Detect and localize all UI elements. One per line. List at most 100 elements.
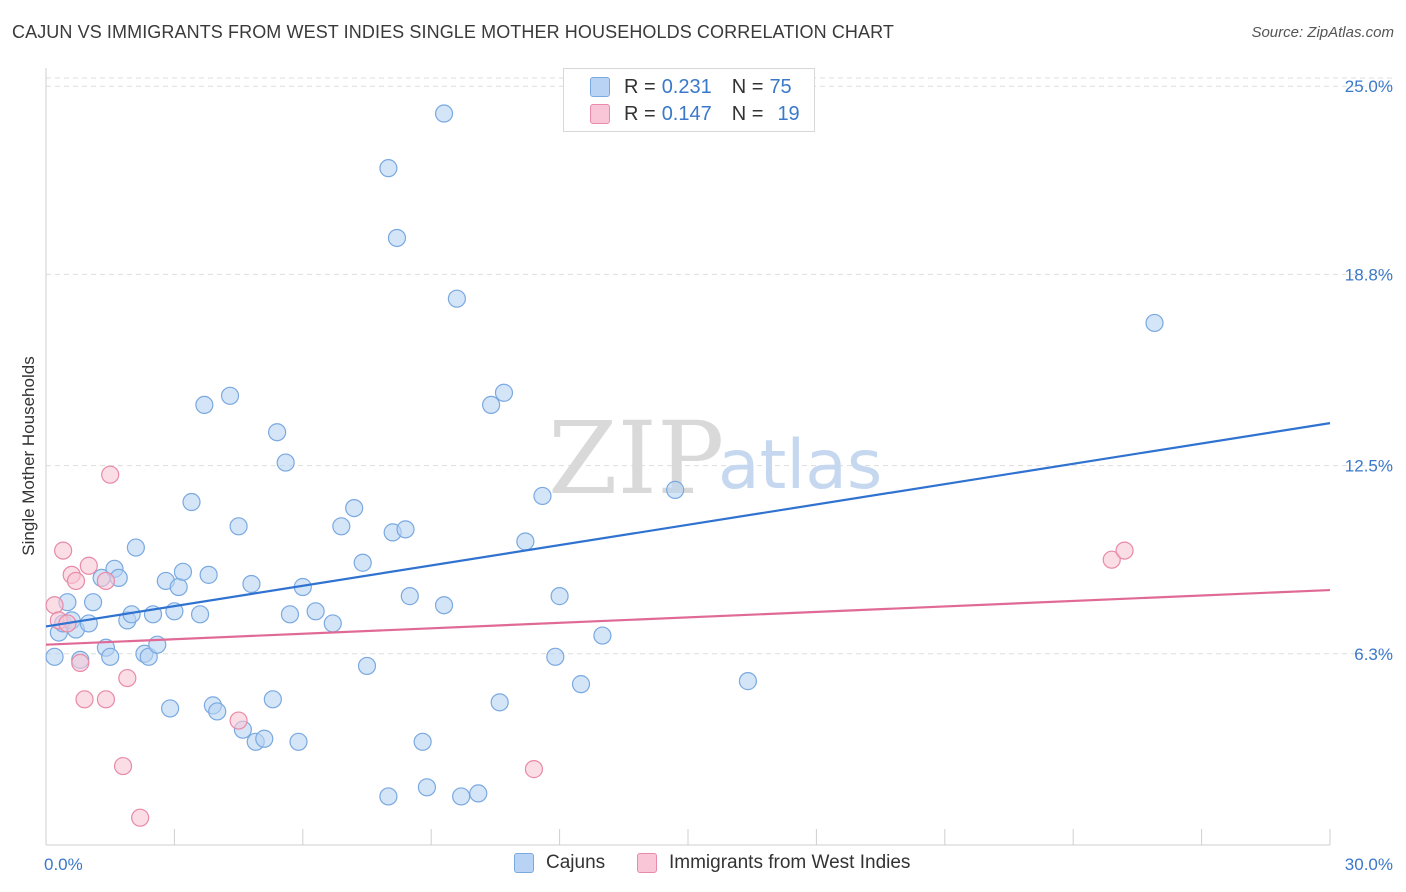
y-axis-label: Single Mother Households xyxy=(19,356,38,555)
cajun-point[interactable] xyxy=(229,517,248,536)
cajun-point[interactable] xyxy=(190,605,210,624)
legend-r-label: R = xyxy=(624,102,656,125)
cajun-point[interactable] xyxy=(396,520,415,539)
trend-lines xyxy=(45,422,1331,646)
legend-item-cajuns[interactable]: Cajuns xyxy=(514,852,605,874)
cajun-point[interactable] xyxy=(161,699,180,718)
x-tick-label-max: 30.0% xyxy=(1345,855,1393,874)
cajun-trend-line xyxy=(45,422,1331,628)
cajun-point[interactable] xyxy=(276,453,295,472)
cajun-point[interactable] xyxy=(434,104,454,123)
legend-r-value: 0.147 xyxy=(661,102,712,125)
cajun-swatch xyxy=(590,77,610,97)
cajun-point[interactable] xyxy=(357,656,377,676)
cajun-point[interactable] xyxy=(571,675,591,694)
cajun-point[interactable] xyxy=(593,626,612,645)
west-indies-point[interactable] xyxy=(54,541,73,560)
legend-n-value: 75 xyxy=(769,75,792,98)
cajun-point[interactable] xyxy=(550,587,569,606)
cajun-point[interactable] xyxy=(353,553,372,572)
west-indies-point[interactable] xyxy=(1115,541,1134,560)
cajun-point[interactable] xyxy=(387,228,407,248)
cajun-point[interactable] xyxy=(242,574,261,594)
west-indies-legend-label: Immigrants from West Indies xyxy=(669,852,911,873)
west-indies-point[interactable] xyxy=(79,556,98,575)
cajun-point[interactable] xyxy=(220,386,240,405)
cajun-point[interactable] xyxy=(83,593,103,612)
legend-row-west-indies: R = 0.147 N = 19 xyxy=(564,101,800,127)
y-tick-labels: 6.3% 12.5% 18.8% 25.0% xyxy=(1345,77,1393,664)
cajun-point[interactable] xyxy=(400,587,419,606)
cajun-point[interactable] xyxy=(268,423,287,442)
west-indies-point[interactable] xyxy=(75,690,94,709)
west-indies-point[interactable] xyxy=(1102,550,1121,569)
cajun-point[interactable] xyxy=(280,605,300,624)
cajun-point[interactable] xyxy=(199,565,218,584)
y-tick-label: 6.3% xyxy=(1354,645,1393,664)
cajun-point[interactable] xyxy=(126,538,145,557)
legend-n-label: N = xyxy=(731,75,764,98)
west-indies-point[interactable] xyxy=(96,690,116,709)
cajun-point[interactable] xyxy=(332,517,351,536)
cajun-point[interactable] xyxy=(289,732,308,751)
cajun-point[interactable] xyxy=(306,602,325,621)
cajun-point[interactable] xyxy=(482,395,501,415)
legend-item-west-indies[interactable]: Immigrants from West Indies xyxy=(637,852,910,874)
west-indies-point[interactable] xyxy=(131,808,150,827)
legend-r-value: 0.231 xyxy=(661,75,712,98)
watermark: ZIP atlas xyxy=(548,400,882,517)
chart-title: CAJUN VS IMMIGRANTS FROM WEST INDIES SIN… xyxy=(12,22,894,42)
cajun-point[interactable] xyxy=(452,787,471,806)
cajun-point[interactable] xyxy=(546,647,565,666)
cajun-point[interactable] xyxy=(323,614,342,633)
west-indies-legend-swatch xyxy=(637,853,657,873)
gridlines xyxy=(46,77,1393,655)
west-indies-point[interactable] xyxy=(118,668,137,688)
cajun-point[interactable] xyxy=(413,732,432,751)
cajun-point[interactable] xyxy=(533,486,552,506)
legend-row-cajuns: R = 0.231 N = 75 xyxy=(564,74,792,100)
west-indies-point[interactable] xyxy=(113,756,133,776)
cajun-point[interactable] xyxy=(738,672,758,691)
cajun-point[interactable] xyxy=(255,729,274,748)
legend-r-label: R = xyxy=(624,75,656,98)
cajun-point[interactable] xyxy=(417,778,437,797)
cajun-point[interactable] xyxy=(490,693,509,712)
west-indies-point[interactable] xyxy=(45,596,64,615)
west-indies-point[interactable] xyxy=(101,465,120,484)
cajun-point[interactable] xyxy=(345,498,364,518)
cajun-point[interactable] xyxy=(101,647,120,666)
cajun-legend-swatch xyxy=(514,853,534,873)
cajun-point[interactable] xyxy=(379,787,398,806)
cajun-point[interactable] xyxy=(169,577,188,597)
cajun-point[interactable] xyxy=(45,647,64,666)
cajun-point[interactable] xyxy=(173,562,193,581)
cajun-legend-label: Cajuns xyxy=(546,852,606,873)
cajun-point[interactable] xyxy=(1145,313,1164,333)
cajun-point[interactable] xyxy=(379,159,398,178)
source-label: Source: ZipAtlas.com xyxy=(1251,24,1394,41)
x-tick-label-min: 0.0% xyxy=(44,855,83,874)
cajun-point[interactable] xyxy=(447,289,466,308)
west-indies-point[interactable] xyxy=(229,711,248,730)
watermark-atlas: atlas xyxy=(718,426,882,505)
cajun-point[interactable] xyxy=(79,614,98,633)
cajun-point[interactable] xyxy=(208,702,227,721)
cajun-point[interactable] xyxy=(469,784,488,803)
cajun-point[interactable] xyxy=(666,480,685,499)
cajun-point[interactable] xyxy=(494,383,514,402)
west-indies-points xyxy=(45,465,1134,827)
cajun-point[interactable] xyxy=(434,596,454,615)
watermark-zip: ZIP xyxy=(548,400,724,517)
correlation-legend: R = 0.231 N = 75 R = 0.147 N = 19 xyxy=(563,68,815,132)
west-indies-point[interactable] xyxy=(66,571,86,591)
cajun-point[interactable] xyxy=(182,492,201,512)
cajun-point[interactable] xyxy=(195,395,214,415)
cajun-point[interactable] xyxy=(516,532,535,551)
west-indies-point[interactable] xyxy=(71,653,90,672)
west-indies-point[interactable] xyxy=(96,571,116,591)
cajun-point[interactable] xyxy=(263,690,282,709)
x-ticks xyxy=(45,829,1331,845)
west-indies-point[interactable] xyxy=(524,760,544,779)
